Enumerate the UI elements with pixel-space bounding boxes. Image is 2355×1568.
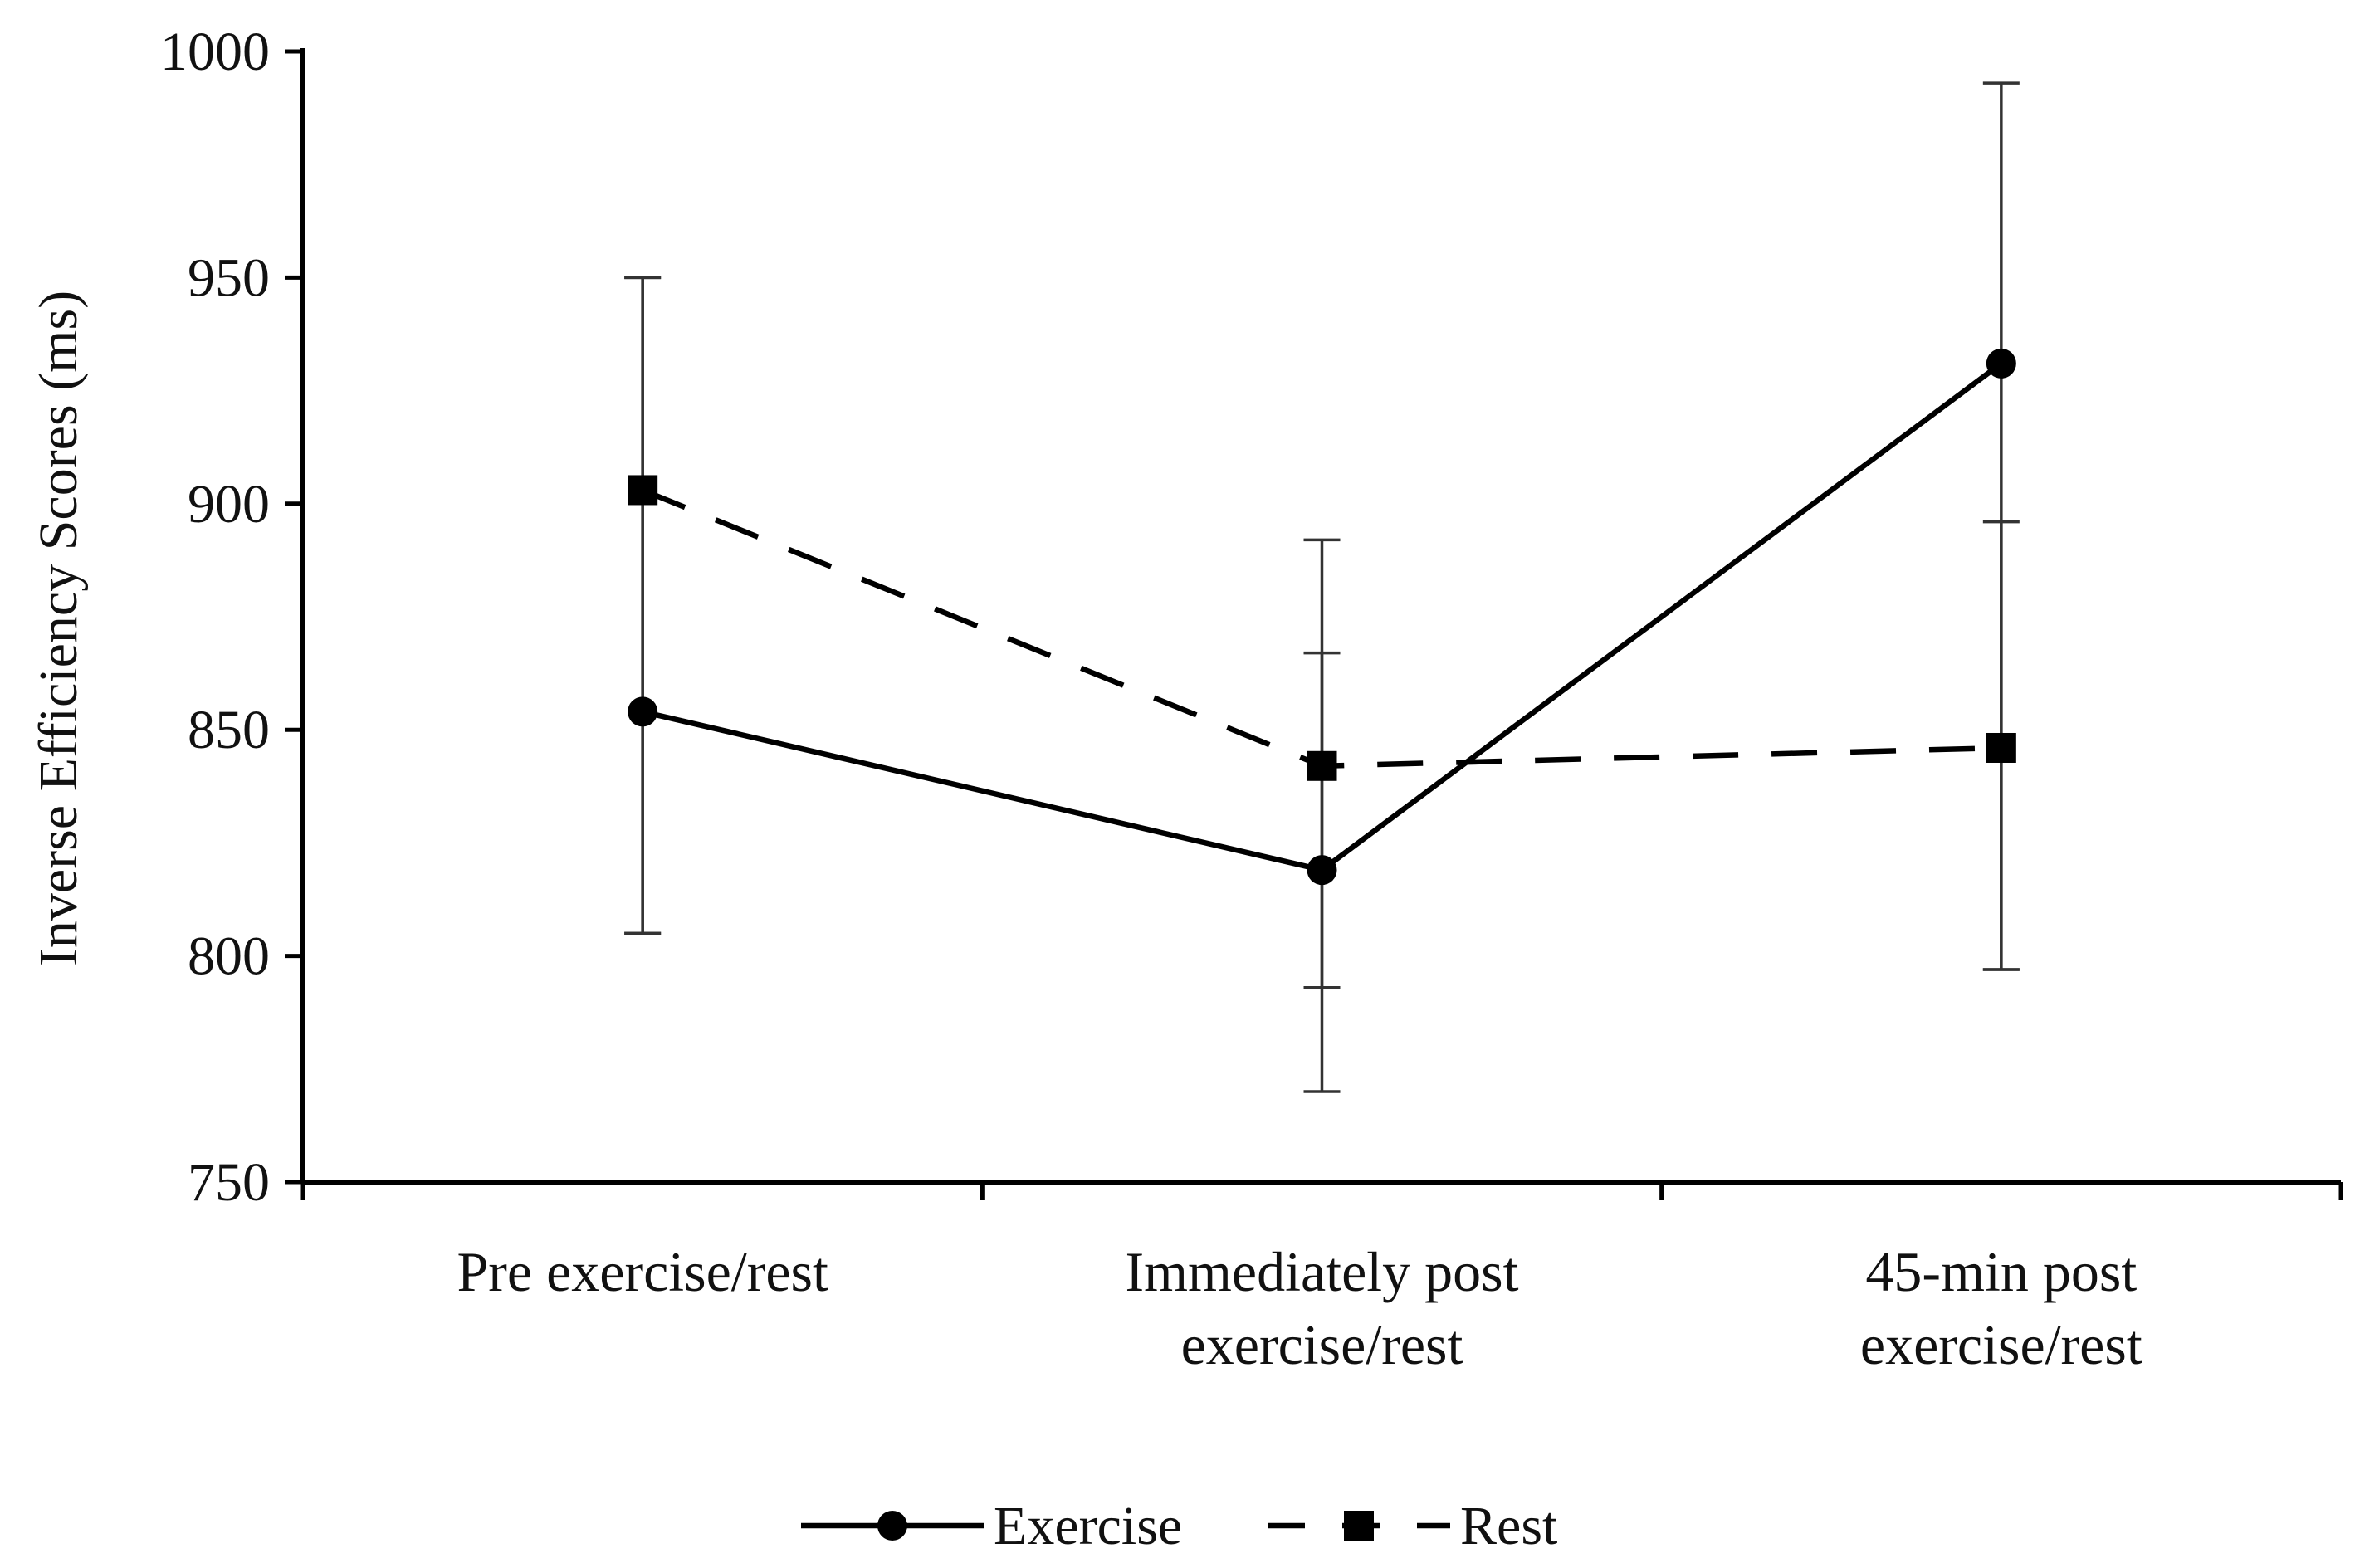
data-point-rest — [1986, 732, 2016, 763]
x-category-label-line: Immediately post — [1125, 1240, 1518, 1303]
y-tick-label: 1000 — [160, 22, 270, 82]
data-point-rest — [628, 475, 658, 506]
y-tick-label: 800 — [188, 926, 270, 987]
data-point-exercise — [1986, 348, 2016, 379]
data-point-exercise — [628, 696, 658, 727]
x-category-label-line: exercise/rest — [1860, 1313, 2142, 1376]
y-tick-label: 900 — [188, 474, 270, 535]
y-tick-label: 750 — [188, 1152, 270, 1213]
x-category-label-line: exercise/rest — [1181, 1313, 1463, 1376]
x-category-label: 45-min post exercise/rest — [1860, 1240, 2142, 1376]
y-tick-label: 850 — [188, 700, 270, 760]
legend: Exercise Rest — [801, 1496, 1557, 1556]
markers-layer — [628, 348, 2016, 886]
x-category-label-line: Pre exercise/rest — [457, 1240, 828, 1303]
y-tick-label: 950 — [188, 247, 270, 308]
axes-layer — [285, 48, 2343, 1200]
x-category-label: Pre exercise/rest — [457, 1240, 828, 1303]
legend-item-exercise: Exercise — [801, 1496, 1182, 1556]
legend-label-exercise: Exercise — [994, 1496, 1182, 1556]
legend-label-rest: Rest — [1460, 1496, 1557, 1556]
x-category-label: Immediately post exercise/rest — [1125, 1240, 1518, 1376]
legend-marker-exercise — [877, 1511, 907, 1541]
labels-layer: 750 800 850 900 950 1000 Pre exercise/rest Imme… — [28, 22, 2142, 1376]
legend-item-rest: Rest — [1268, 1496, 1557, 1556]
error-bars-layer — [624, 81, 2020, 1093]
x-category-label-line: 45-min post — [1865, 1240, 2137, 1303]
legend-marker-rest — [1344, 1511, 1374, 1541]
data-point-rest — [1307, 750, 1337, 781]
y-axis-title: Inverse Efficiency Scores (ms) — [28, 291, 89, 966]
data-point-exercise — [1307, 855, 1337, 886]
